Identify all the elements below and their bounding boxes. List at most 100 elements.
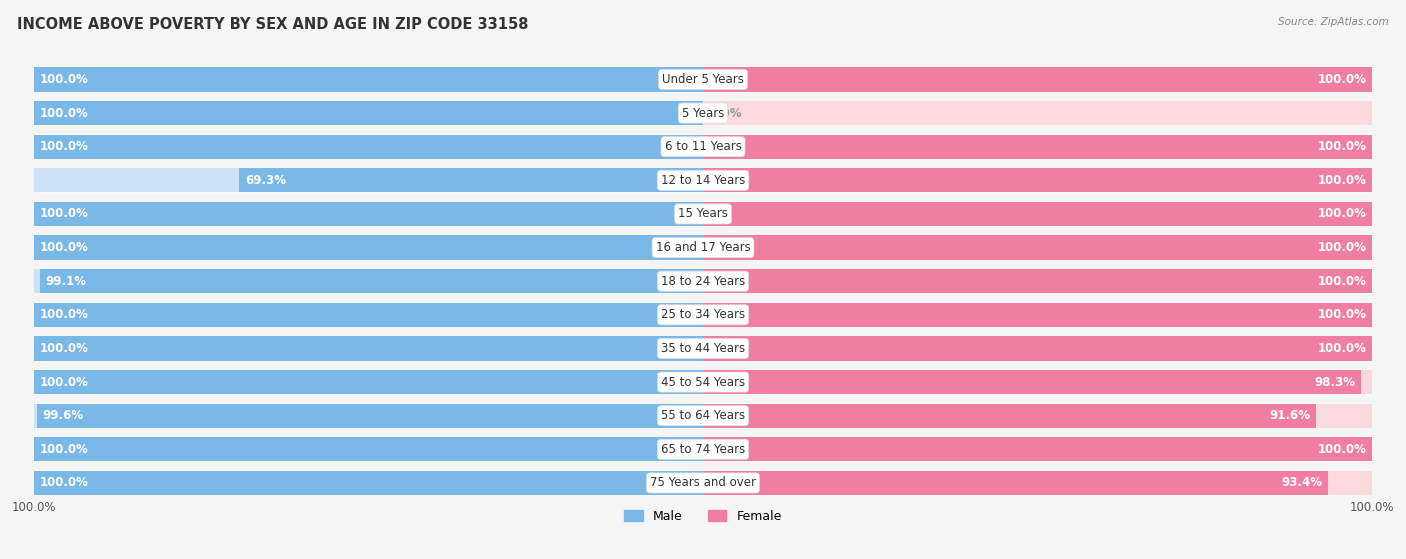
Bar — [703, 337, 1372, 361]
Text: 100.0%: 100.0% — [39, 342, 89, 355]
Bar — [34, 101, 703, 125]
Bar — [34, 168, 703, 192]
Text: 45 to 54 Years: 45 to 54 Years — [661, 376, 745, 389]
Bar — [703, 303, 1372, 327]
Bar — [703, 168, 1372, 192]
Bar — [34, 303, 703, 327]
Text: 69.3%: 69.3% — [245, 174, 285, 187]
Text: 6 to 11 Years: 6 to 11 Years — [665, 140, 741, 153]
Bar — [34, 67, 703, 92]
Text: 12 to 14 Years: 12 to 14 Years — [661, 174, 745, 187]
Text: Under 5 Years: Under 5 Years — [662, 73, 744, 86]
Text: Source: ZipAtlas.com: Source: ZipAtlas.com — [1278, 17, 1389, 27]
FancyBboxPatch shape — [34, 303, 1372, 327]
Text: 0.0%: 0.0% — [710, 107, 742, 120]
Bar — [703, 471, 1327, 495]
Text: 100.0%: 100.0% — [39, 376, 89, 389]
Bar — [34, 303, 703, 327]
Text: 100.0%: 100.0% — [39, 443, 89, 456]
Text: 100.0%: 100.0% — [1317, 73, 1367, 86]
Bar — [34, 337, 703, 361]
FancyBboxPatch shape — [34, 370, 1372, 394]
Bar — [239, 168, 703, 192]
Bar — [34, 437, 703, 461]
Text: 16 and 17 Years: 16 and 17 Years — [655, 241, 751, 254]
Text: 100.0%: 100.0% — [1317, 207, 1367, 220]
Bar — [703, 235, 1372, 260]
Text: 100.0%: 100.0% — [11, 501, 56, 514]
Bar — [34, 437, 703, 461]
Text: 100.0%: 100.0% — [1317, 443, 1367, 456]
Bar — [34, 269, 703, 293]
Text: 75 Years and over: 75 Years and over — [650, 476, 756, 490]
FancyBboxPatch shape — [34, 67, 1372, 92]
Bar — [34, 370, 703, 394]
Bar — [37, 404, 703, 428]
Bar — [703, 303, 1372, 327]
Bar — [34, 135, 703, 159]
Text: 100.0%: 100.0% — [39, 309, 89, 321]
Bar — [34, 235, 703, 260]
Bar — [703, 404, 1316, 428]
Text: 5 Years: 5 Years — [682, 107, 724, 120]
Text: 100.0%: 100.0% — [1317, 342, 1367, 355]
Text: 100.0%: 100.0% — [39, 140, 89, 153]
Text: 100.0%: 100.0% — [1317, 140, 1367, 153]
FancyBboxPatch shape — [34, 269, 1372, 293]
Text: 99.6%: 99.6% — [42, 409, 83, 422]
Text: 100.0%: 100.0% — [39, 207, 89, 220]
Bar — [703, 235, 1372, 260]
Text: 100.0%: 100.0% — [1317, 309, 1367, 321]
Text: 93.4%: 93.4% — [1281, 476, 1323, 490]
FancyBboxPatch shape — [34, 101, 1372, 125]
Text: 18 to 24 Years: 18 to 24 Years — [661, 274, 745, 288]
Text: 100.0%: 100.0% — [39, 73, 89, 86]
Bar — [703, 404, 1372, 428]
Bar — [703, 202, 1372, 226]
FancyBboxPatch shape — [34, 404, 1372, 428]
FancyBboxPatch shape — [34, 202, 1372, 226]
Text: INCOME ABOVE POVERTY BY SEX AND AGE IN ZIP CODE 33158: INCOME ABOVE POVERTY BY SEX AND AGE IN Z… — [17, 17, 529, 32]
Text: 65 to 74 Years: 65 to 74 Years — [661, 443, 745, 456]
Text: 100.0%: 100.0% — [39, 476, 89, 490]
Bar — [703, 269, 1372, 293]
Bar — [703, 135, 1372, 159]
Bar — [703, 168, 1372, 192]
Bar — [34, 235, 703, 260]
FancyBboxPatch shape — [34, 337, 1372, 361]
Bar — [703, 437, 1372, 461]
Bar — [34, 202, 703, 226]
Bar — [703, 202, 1372, 226]
Text: 100.0%: 100.0% — [1350, 501, 1395, 514]
Bar — [703, 67, 1372, 92]
Text: 55 to 64 Years: 55 to 64 Years — [661, 409, 745, 422]
FancyBboxPatch shape — [34, 471, 1372, 495]
Bar — [703, 269, 1372, 293]
Bar — [34, 67, 703, 92]
Bar — [703, 135, 1372, 159]
Bar — [34, 135, 703, 159]
Text: 100.0%: 100.0% — [1317, 241, 1367, 254]
FancyBboxPatch shape — [34, 135, 1372, 159]
Bar — [703, 67, 1372, 92]
Text: 100.0%: 100.0% — [39, 241, 89, 254]
Bar — [34, 337, 703, 361]
Bar — [703, 370, 1372, 394]
Bar — [703, 370, 1361, 394]
Bar — [41, 269, 703, 293]
FancyBboxPatch shape — [34, 437, 1372, 461]
Text: 100.0%: 100.0% — [1317, 174, 1367, 187]
Text: 25 to 34 Years: 25 to 34 Years — [661, 309, 745, 321]
Bar — [703, 101, 1372, 125]
Bar — [703, 471, 1372, 495]
Legend: Male, Female: Male, Female — [619, 505, 787, 528]
FancyBboxPatch shape — [34, 235, 1372, 260]
Bar — [703, 437, 1372, 461]
Bar — [34, 370, 703, 394]
Bar — [34, 202, 703, 226]
Bar — [34, 101, 703, 125]
Text: 15 Years: 15 Years — [678, 207, 728, 220]
Bar — [34, 471, 703, 495]
Bar — [34, 404, 703, 428]
Text: 98.3%: 98.3% — [1315, 376, 1355, 389]
